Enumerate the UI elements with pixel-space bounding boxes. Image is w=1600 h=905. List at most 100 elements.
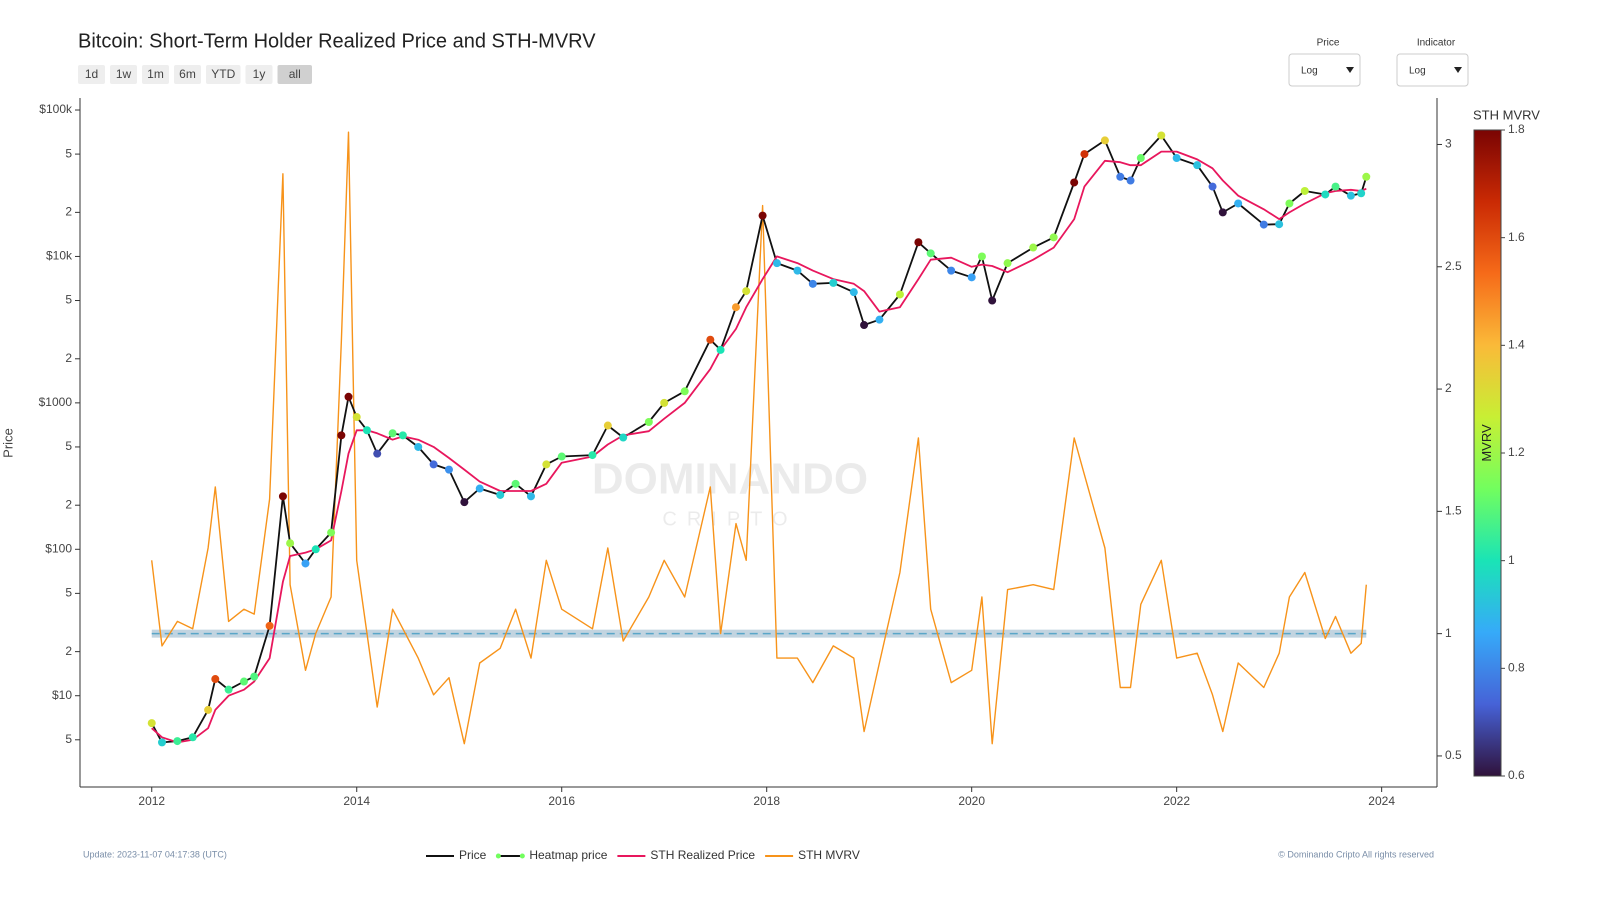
range-button[interactable] <box>245 65 273 84</box>
range-button-label[interactable]: all <box>289 67 301 81</box>
y-tick-label: 2 <box>65 205 72 219</box>
range-button[interactable] <box>174 65 201 84</box>
x-tick-label: 2024 <box>1368 794 1395 808</box>
heatmap-marker <box>731 303 740 312</box>
dropdown-label: Price <box>1317 38 1340 49</box>
dropdown-value[interactable]: Log <box>1301 66 1318 77</box>
heatmap-marker <box>1172 154 1181 163</box>
heatmap-marker <box>337 431 346 440</box>
dropdown-label: Indicator <box>1417 38 1456 49</box>
heatmap-marker <box>444 465 453 474</box>
x-tick-label: 2020 <box>958 794 985 808</box>
range-button-label[interactable]: 6m <box>179 67 196 81</box>
heatmap-marker <box>429 460 438 469</box>
heatmap-marker <box>1080 150 1089 159</box>
colorbar-tick-label: 0.6 <box>1508 768 1525 782</box>
y-tick-label: 5 <box>65 146 72 160</box>
reference-band <box>151 629 1367 638</box>
y-tick-label: 5 <box>65 293 72 307</box>
heatmap-marker <box>239 677 248 686</box>
heatmap-marker <box>947 266 956 275</box>
heatmap-marker <box>301 559 310 568</box>
heatmap-marker <box>660 398 669 407</box>
range-button[interactable] <box>78 65 105 84</box>
colorbar-tick-label: 1.2 <box>1508 445 1525 459</box>
heatmap-marker <box>1218 208 1227 217</box>
heatmap-marker <box>352 413 361 422</box>
y-tick-label: $1000 <box>39 395 73 409</box>
legend-label[interactable]: Price <box>459 848 487 862</box>
range-button-label[interactable]: YTD <box>211 67 235 81</box>
heatmap-marker <box>1116 172 1125 181</box>
heatmap-marker <box>398 431 407 440</box>
x-tick-label: 2016 <box>548 794 575 808</box>
colorbar-tick-label: 1.6 <box>1508 230 1525 244</box>
watermark: CRIPTO <box>662 508 797 530</box>
colorbar <box>1473 129 1502 777</box>
heatmap-marker <box>1049 233 1058 242</box>
heatmap-marker <box>327 528 336 537</box>
heatmap-marker <box>1070 178 1079 187</box>
heatmap-marker <box>211 675 220 684</box>
heatmap-marker <box>1321 190 1330 199</box>
heatmap-marker <box>1126 176 1135 185</box>
heatmap-marker <box>224 685 233 694</box>
dropdown-arrow <box>1346 67 1354 73</box>
x-tick-label: 2018 <box>753 794 780 808</box>
range-button-label[interactable]: 1m <box>147 67 164 81</box>
heatmap-marker <box>1346 191 1355 200</box>
legend-label[interactable]: STH MVRV <box>798 848 860 862</box>
x-tick-label: 2012 <box>138 794 165 808</box>
heatmap-marker <box>875 315 884 324</box>
dropdown[interactable] <box>1288 53 1361 87</box>
heatmap-marker <box>808 279 817 288</box>
heatmap-marker <box>286 539 295 548</box>
range-button[interactable] <box>206 65 241 84</box>
legend-label[interactable]: Heatmap price <box>529 848 607 862</box>
colorbar-tick-label: 1 <box>1508 553 1515 567</box>
heatmap-marker <box>977 252 986 261</box>
dropdown-arrow <box>1454 67 1462 73</box>
heatmap-marker <box>204 705 213 714</box>
y-tick-label: 5 <box>65 586 72 600</box>
heatmap-marker <box>1275 220 1284 229</box>
heatmap-marker <box>1259 220 1268 229</box>
range-button[interactable] <box>142 65 169 84</box>
heatmap-marker <box>1003 259 1012 268</box>
y-tick-label: 5 <box>65 439 72 453</box>
y-tick-label: $10 <box>52 688 72 702</box>
heatmap-marker <box>157 738 166 747</box>
heatmap-marker <box>526 492 535 501</box>
dropdown[interactable] <box>1396 53 1469 87</box>
range-button-label[interactable]: 1y <box>253 67 266 81</box>
colorbar-label: MVRV <box>1479 424 1494 462</box>
y2-tick-label: 1 <box>1445 626 1452 640</box>
heatmap-marker <box>706 335 715 344</box>
heatmap-marker <box>860 321 869 330</box>
colorbar-tick-label: 1.8 <box>1508 122 1525 136</box>
heatmap-marker <box>793 266 802 275</box>
dropdown-value[interactable]: Log <box>1409 66 1426 77</box>
heatmap-marker <box>496 490 505 499</box>
heatmap-marker <box>849 288 858 297</box>
y-tick-label: 5 <box>65 732 72 746</box>
heatmap-marker <box>542 460 551 469</box>
range-button-label[interactable]: 1w <box>116 67 132 81</box>
heatmap-marker <box>1285 199 1294 208</box>
colorbar-tick-label: 1.4 <box>1508 338 1525 352</box>
range-button[interactable] <box>277 65 313 84</box>
heatmap-marker <box>511 479 520 488</box>
range-button[interactable] <box>110 65 137 84</box>
heatmap-marker <box>344 392 353 401</box>
legend-label[interactable]: STH Realized Price <box>650 848 755 862</box>
y2-tick-label: 1.5 <box>1445 504 1462 518</box>
heatmap-marker <box>1234 199 1243 208</box>
heatmap-marker <box>278 492 287 501</box>
range-button-label[interactable]: 1d <box>85 67 98 81</box>
heatmap-marker <box>1100 136 1109 145</box>
heatmap-marker <box>1357 189 1366 198</box>
y2-tick-label: 0.5 <box>1445 748 1462 762</box>
heatmap-marker <box>311 545 320 554</box>
colorbar-tick-label: 0.8 <box>1508 661 1525 675</box>
